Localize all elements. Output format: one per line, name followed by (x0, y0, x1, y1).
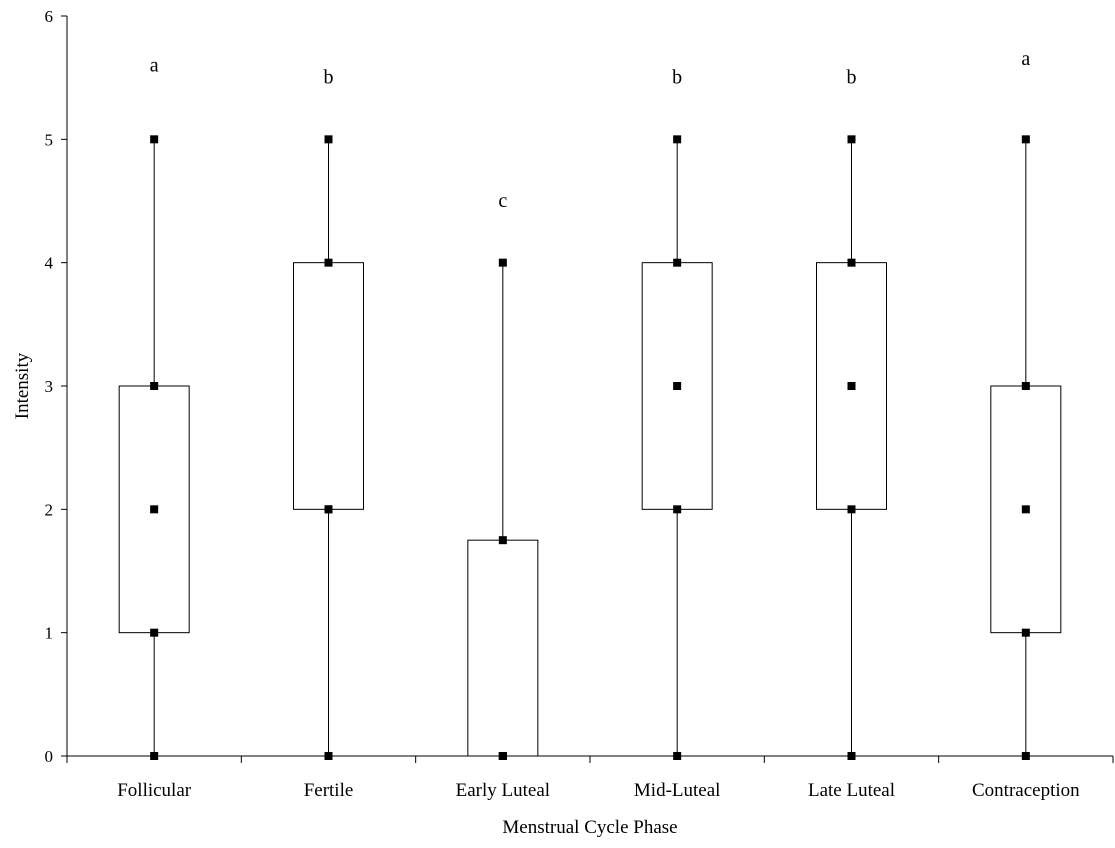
x-category-label: Fertile (304, 780, 354, 801)
x-axis-title: Menstrual Cycle Phase (502, 817, 677, 838)
y-tick-label: 2 (45, 500, 54, 519)
min-marker (150, 752, 159, 760)
x-category-label: Contraception (972, 780, 1080, 801)
significance-letter: a (150, 54, 159, 76)
max-marker (150, 135, 159, 144)
max-marker (673, 135, 682, 144)
y-tick-label: 3 (45, 377, 54, 396)
y-tick-label: 0 (45, 747, 54, 766)
y-tick-label: 6 (45, 7, 54, 26)
significance-letter: b (324, 67, 334, 89)
q1-marker (324, 505, 333, 514)
q3-marker (150, 382, 159, 390)
q3-marker (847, 258, 856, 267)
median-marker (847, 382, 856, 390)
x-category-label: Early Luteal (456, 780, 550, 801)
min-marker (324, 752, 333, 760)
q1-marker (673, 505, 682, 514)
significance-letter: b (847, 67, 857, 89)
min-marker (498, 752, 507, 760)
y-axis-title: Intensity (12, 352, 33, 419)
x-category-label: Mid-Luteal (634, 780, 721, 801)
max-marker (324, 135, 333, 144)
x-category-label: Late Luteal (808, 780, 895, 801)
median-marker (1021, 505, 1030, 514)
median-marker (673, 382, 682, 390)
q3-marker (324, 258, 333, 267)
q3-marker (673, 258, 682, 267)
box (293, 262, 364, 510)
significance-letter: a (1021, 48, 1030, 70)
y-tick-label: 1 (45, 624, 54, 643)
q1-marker (1021, 628, 1030, 637)
significance-letter: c (498, 190, 507, 212)
median-marker (150, 505, 159, 514)
q3-marker (1021, 382, 1030, 390)
y-tick-label: 4 (45, 254, 54, 273)
max-marker (498, 258, 507, 267)
max-marker (1021, 135, 1030, 144)
min-marker (847, 752, 856, 760)
significance-letter: b (672, 67, 682, 89)
box (467, 539, 539, 757)
q1-marker (847, 505, 856, 514)
max-marker (847, 135, 856, 144)
min-marker (673, 752, 682, 760)
y-tick-label: 5 (45, 130, 54, 149)
min-marker (1021, 752, 1030, 760)
q3-marker (498, 536, 507, 545)
q1-marker (150, 628, 159, 637)
x-category-label: Follicular (117, 780, 192, 801)
plot-area: 0 1 2 3 4 5 6 Follicular Fertile Early Luteal Mid-… (45, 7, 1114, 801)
